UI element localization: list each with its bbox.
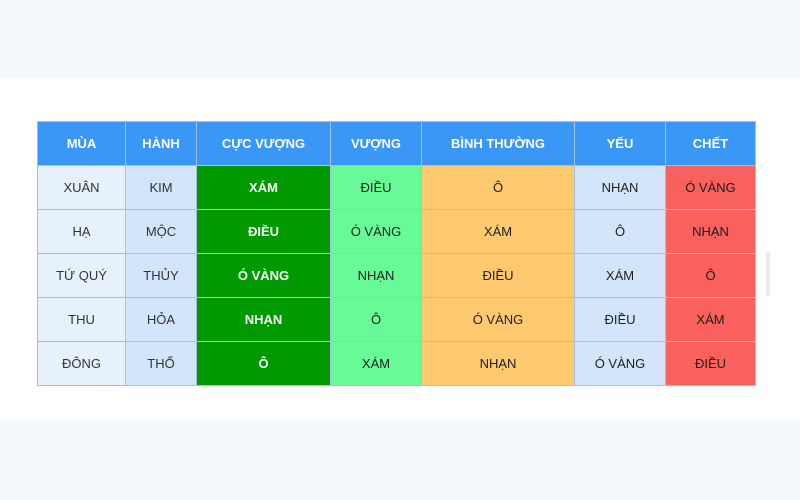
- cell-season: ĐÔNG: [37, 341, 126, 386]
- cell-element: HỎA: [125, 297, 197, 342]
- cell-vuong: XÁM: [330, 341, 422, 386]
- header-binh-thuong: BÌNH THƯỜNG: [421, 121, 575, 166]
- table-row: TỨ QUÝ THỦY Ó VÀNG NHẠN ĐIỀU XÁM Ô: [37, 253, 756, 298]
- cell-binh-thuong: NHẠN: [421, 341, 575, 386]
- cell-cuc-vuong: ĐIỀU: [196, 209, 331, 254]
- cell-cuc-vuong: NHẠN: [196, 297, 331, 342]
- cell-cuc-vuong: Ô: [196, 341, 331, 386]
- table-row: ĐÔNG THỔ Ô XÁM NHẠN Ó VÀNG ĐIỀU: [37, 341, 756, 386]
- cell-cuc-vuong: XÁM: [196, 165, 331, 210]
- cell-yeu: Ó VÀNG: [574, 341, 666, 386]
- header-mua: MÙA: [37, 121, 126, 166]
- cell-element: THỔ: [125, 341, 197, 386]
- header-hanh: HÀNH: [125, 121, 197, 166]
- table-row: THU HỎA NHẠN Ô Ó VÀNG ĐIỀU XÁM: [37, 297, 756, 342]
- table-row: XUÂN KIM XÁM ĐIỀU Ô NHẠN Ó VÀNG: [37, 165, 756, 210]
- cell-season: XUÂN: [37, 165, 126, 210]
- cell-season: THU: [37, 297, 126, 342]
- cell-vuong: Ô: [330, 297, 422, 342]
- cell-cuc-vuong: Ó VÀNG: [196, 253, 331, 298]
- cell-yeu: ĐIỀU: [574, 297, 666, 342]
- cell-season: HẠ: [37, 209, 126, 254]
- cell-binh-thuong: XÁM: [421, 209, 575, 254]
- cell-chet: NHẠN: [665, 209, 756, 254]
- header-vuong: VƯỢNG: [330, 121, 422, 166]
- cell-element: THỦY: [125, 253, 197, 298]
- cell-vuong: Ó VÀNG: [330, 209, 422, 254]
- scroll-edge-marker: [766, 252, 770, 296]
- cell-season: TỨ QUÝ: [37, 253, 126, 298]
- table-row: HẠ MỘC ĐIỀU Ó VÀNG XÁM Ô NHẠN: [37, 209, 756, 254]
- cell-chet: Ô: [665, 253, 756, 298]
- cell-chet: Ó VÀNG: [665, 165, 756, 210]
- cell-yeu: XÁM: [574, 253, 666, 298]
- table-header-row: MÙA HÀNH CỰC VƯỢNG VƯỢNG BÌNH THƯỜNG YẾU…: [37, 121, 756, 166]
- cell-chet: XÁM: [665, 297, 756, 342]
- header-yeu: YẾU: [574, 121, 666, 166]
- top-band: [0, 0, 800, 78]
- season-element-table: MÙA HÀNH CỰC VƯỢNG VƯỢNG BÌNH THƯỜNG YẾU…: [37, 121, 756, 386]
- cell-yeu: Ô: [574, 209, 666, 254]
- header-chet: CHẾT: [665, 121, 756, 166]
- cell-binh-thuong: Ó VÀNG: [421, 297, 575, 342]
- cell-binh-thuong: Ô: [421, 165, 575, 210]
- cell-yeu: NHẠN: [574, 165, 666, 210]
- cell-element: KIM: [125, 165, 197, 210]
- bottom-band: [0, 420, 800, 500]
- header-cuc-vuong: CỰC VƯỢNG: [196, 121, 331, 166]
- cell-vuong: NHẠN: [330, 253, 422, 298]
- cell-element: MỘC: [125, 209, 197, 254]
- cell-vuong: ĐIỀU: [330, 165, 422, 210]
- cell-chet: ĐIỀU: [665, 341, 756, 386]
- cell-binh-thuong: ĐIỀU: [421, 253, 575, 298]
